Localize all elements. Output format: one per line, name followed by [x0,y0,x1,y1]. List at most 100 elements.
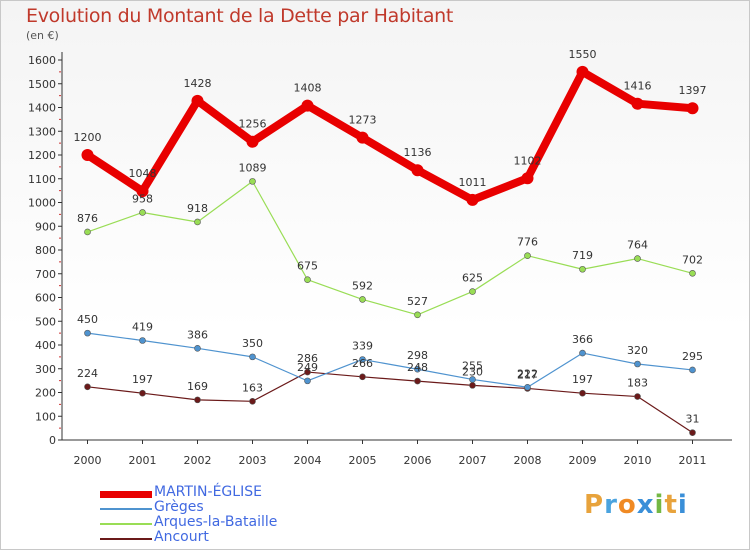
series-point-2 [524,383,531,391]
y-tick-label: 0 [49,434,56,447]
series-point-2 [579,349,586,357]
data-label: 1550 [569,48,597,61]
logo-letter: i [654,490,665,520]
series-point-1 [136,185,149,198]
series-point-3 [359,296,366,303]
y-tick-label: 1100 [28,173,56,186]
legend-swatch [100,490,152,498]
data-label: 1273 [349,114,377,127]
data-label: 266 [352,357,373,370]
data-label: 1102 [514,154,542,167]
data-label: 675 [297,260,318,273]
logo-letter: i [677,490,688,520]
y-tick-label: 1000 [28,197,56,210]
series-point-4 [414,377,421,385]
data-label: 197 [132,373,153,386]
series-point-3 [139,209,146,216]
data-label: 1089 [239,161,267,174]
data-label: 764 [627,239,648,252]
series-point-4 [359,373,366,381]
series-point-4 [84,383,91,391]
data-label: 1408 [294,82,322,95]
series-point-3 [304,276,311,283]
series-point-3 [689,269,696,277]
data-label: 298 [407,349,428,362]
data-label: 386 [187,328,208,341]
series-point-1 [411,164,424,177]
data-label: 527 [407,295,428,308]
data-label: 286 [297,352,318,365]
series-point-3 [194,218,201,226]
series-point-2 [139,337,146,344]
data-label: 592 [352,279,373,292]
data-label: 366 [572,333,593,346]
series-line-3 [87,180,693,316]
data-label: 1011 [459,176,487,189]
series-point-4 [194,396,201,404]
x-tick-label: 2001 [129,454,157,467]
series-point-2 [304,377,311,385]
data-label: 1136 [404,146,432,159]
y-tick-label: 600 [35,292,56,305]
data-label: 230 [462,365,483,378]
series-point-1 [686,102,699,115]
data-label: 876 [77,212,98,225]
x-tick-label: 2004 [294,454,322,467]
y-tick-label: 700 [35,268,56,281]
data-label: 450 [77,313,98,326]
data-label: 222 [517,367,538,380]
y-tick-label: 800 [35,244,56,257]
y-tick-label: 400 [35,339,56,352]
series-point-1 [246,135,259,148]
series-point-1 [356,131,369,144]
y-tick-label: 1300 [28,125,56,138]
series-point-4 [249,397,256,405]
logo-letter: t [664,490,678,520]
series-point-3 [524,252,531,259]
legend-swatch [100,538,152,540]
legend-label: Ancourt [154,529,209,545]
series-point-2 [359,356,366,363]
series-point-2 [689,366,696,374]
x-tick-label: 2003 [239,454,267,467]
y-tick-label: 200 [35,387,56,400]
series-point-1 [466,193,479,206]
series-point-3 [469,288,476,295]
data-label: 1200 [74,131,102,144]
series-point-2 [249,353,256,361]
data-label: 163 [242,381,263,394]
data-label: 350 [242,337,263,350]
series-point-2 [469,376,476,383]
chart-title: Evolution du Montant de la Dette par Hab… [26,5,454,27]
data-label: 217 [517,368,538,381]
series-point-3 [414,311,421,319]
series-point-2 [634,360,641,368]
data-label: 1428 [184,77,212,90]
series-point-1 [576,65,589,78]
series-point-1 [191,94,204,107]
y-tick-label: 500 [35,315,56,328]
data-label: 776 [517,236,538,249]
series-point-3 [634,255,641,262]
y-tick-label: 1600 [28,54,56,67]
data-label: 224 [77,367,98,380]
x-tick-label: 2009 [569,454,597,467]
legend-swatch [100,508,152,510]
x-tick-label: 2011 [679,454,707,467]
y-tick-label: 1400 [28,102,56,115]
series-point-1 [631,97,644,110]
series-point-2 [194,345,201,352]
series-point-2 [84,329,91,337]
data-label: 918 [187,202,208,215]
series-line-2 [87,332,693,388]
data-label: 31 [686,413,700,426]
series-point-4 [139,389,146,397]
x-tick-label: 2005 [349,454,377,467]
data-label: 625 [462,272,483,285]
logo-letter: x [636,490,655,520]
y-tick-label: 900 [35,220,56,233]
series-point-4 [634,393,641,400]
data-label: 419 [132,320,153,333]
legend-swatch [100,523,152,525]
data-label: 197 [572,373,593,386]
